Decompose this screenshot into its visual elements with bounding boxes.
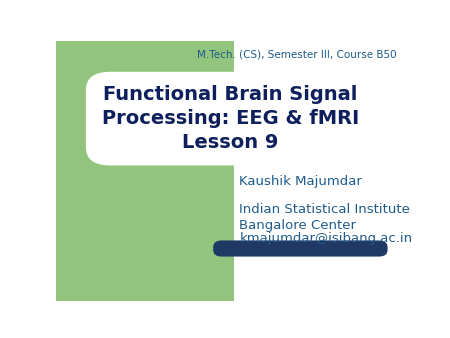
Text: Functional Brain Signal
Processing: EEG & fMRI
Lesson 9: Functional Brain Signal Processing: EEG … [102, 85, 359, 152]
Text: Indian Statistical Institute
Bangalore Center: Indian Statistical Institute Bangalore C… [239, 203, 410, 232]
Bar [56, 41, 234, 301]
Text: kmajumdar@isibang.ac.in: kmajumdar@isibang.ac.in [239, 232, 413, 245]
FancyBboxPatch shape [86, 72, 372, 166]
FancyBboxPatch shape [213, 240, 387, 257]
Text: M.Tech. (CS), Semester III, Course B50: M.Tech. (CS), Semester III, Course B50 [197, 50, 396, 60]
Text: Kaushik Majumdar: Kaushik Majumdar [239, 175, 362, 188]
